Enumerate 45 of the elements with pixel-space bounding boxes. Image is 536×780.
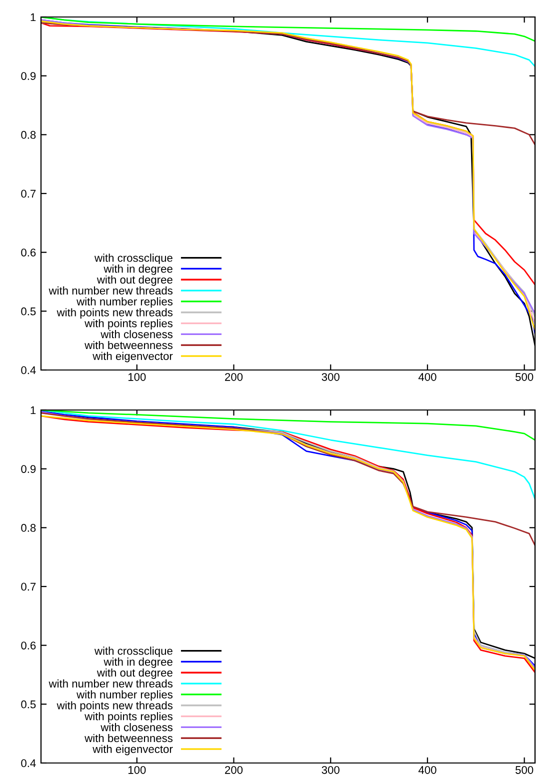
legend-label: with points new threads [56, 701, 173, 712]
legend-label: with in degree [104, 658, 172, 668]
x-tick-label: 100 [128, 766, 146, 774]
legend-label: with number replies [76, 690, 173, 701]
x-tick-label: 300 [322, 766, 340, 774]
y-tick-label: 0.5 [21, 700, 36, 708]
legend-label: with points new threads [56, 308, 173, 319]
legend-label: with out degree [96, 668, 172, 679]
legend-label: with crossclique [94, 254, 172, 264]
legend-label: with eigenvector [92, 744, 173, 756]
legend-label: with betweenness [84, 734, 173, 742]
line-series [41, 412, 535, 546]
y-tick-label: 1 [30, 13, 36, 22]
x-tick-label: 300 [322, 373, 340, 381]
y-tick-label: 0.6 [21, 248, 36, 256]
x-tick-label: 400 [418, 373, 436, 381]
legend-label: with closeness [100, 330, 173, 338]
legend-label: with points replies [84, 319, 173, 330]
x-tick-label: 500 [516, 373, 534, 381]
y-tick-label: 1 [30, 406, 36, 414]
y-tick-label: 0.9 [21, 465, 36, 473]
legend-label: with number new threads [48, 679, 173, 688]
legend-label: with number replies [76, 297, 173, 308]
x-tick-label: 200 [225, 766, 243, 774]
legend-label: with closeness [100, 723, 173, 732]
y-tick-label: 0.8 [21, 524, 36, 532]
y-tick-label: 0.9 [21, 72, 36, 80]
y-tick-label: 0.6 [21, 642, 36, 650]
x-tick-label: 100 [128, 373, 146, 381]
y-tick-label: 0.4 [21, 759, 36, 768]
y-tick-label: 0.5 [21, 307, 36, 316]
x-tick-label: 400 [418, 766, 436, 774]
x-tick-label: 200 [225, 373, 243, 381]
y-tick-label: 0.4 [21, 366, 36, 374]
y-tick-label: 0.7 [21, 190, 36, 198]
legend-label: with out degree [96, 275, 172, 286]
legend-label: with points replies [84, 712, 173, 722]
legend-label: with eigenvector [92, 352, 173, 362]
legend-label: with betweenness [84, 340, 173, 350]
legend-label: with number new threads [48, 286, 173, 295]
legend-label: with in degree [104, 264, 172, 275]
y-tick-label: 0.8 [21, 130, 36, 139]
x-tick-label: 500 [516, 766, 534, 774]
legend-label: with crossclique [94, 646, 172, 658]
y-tick-label: 0.7 [21, 582, 36, 591]
